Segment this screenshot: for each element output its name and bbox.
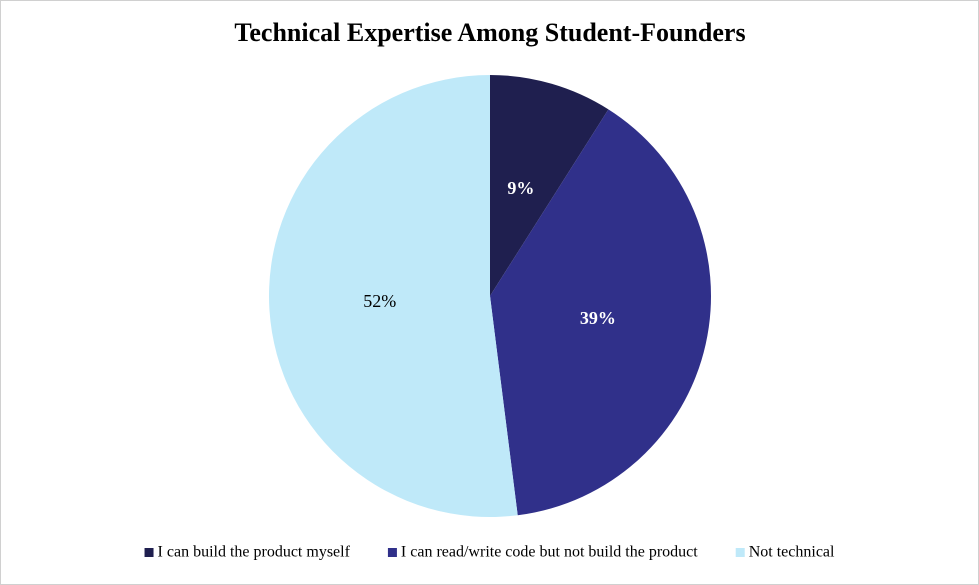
chart-title: Technical Expertise Among Student-Founde… — [234, 18, 745, 47]
data-label: 9% — [507, 178, 534, 198]
legend-swatch — [144, 548, 154, 557]
legend-label: Not technical — [749, 544, 835, 561]
legend-label: I can read/write code but not build the … — [401, 544, 698, 561]
data-label: 52% — [363, 291, 396, 311]
legend-swatch — [387, 548, 397, 557]
legend-swatch — [735, 548, 745, 557]
data-label: 39% — [580, 308, 616, 328]
pie-slice — [269, 75, 518, 517]
legend-label: I can build the product myself — [158, 544, 351, 561]
pie-slice — [490, 109, 711, 516]
pie-slice — [490, 75, 609, 296]
